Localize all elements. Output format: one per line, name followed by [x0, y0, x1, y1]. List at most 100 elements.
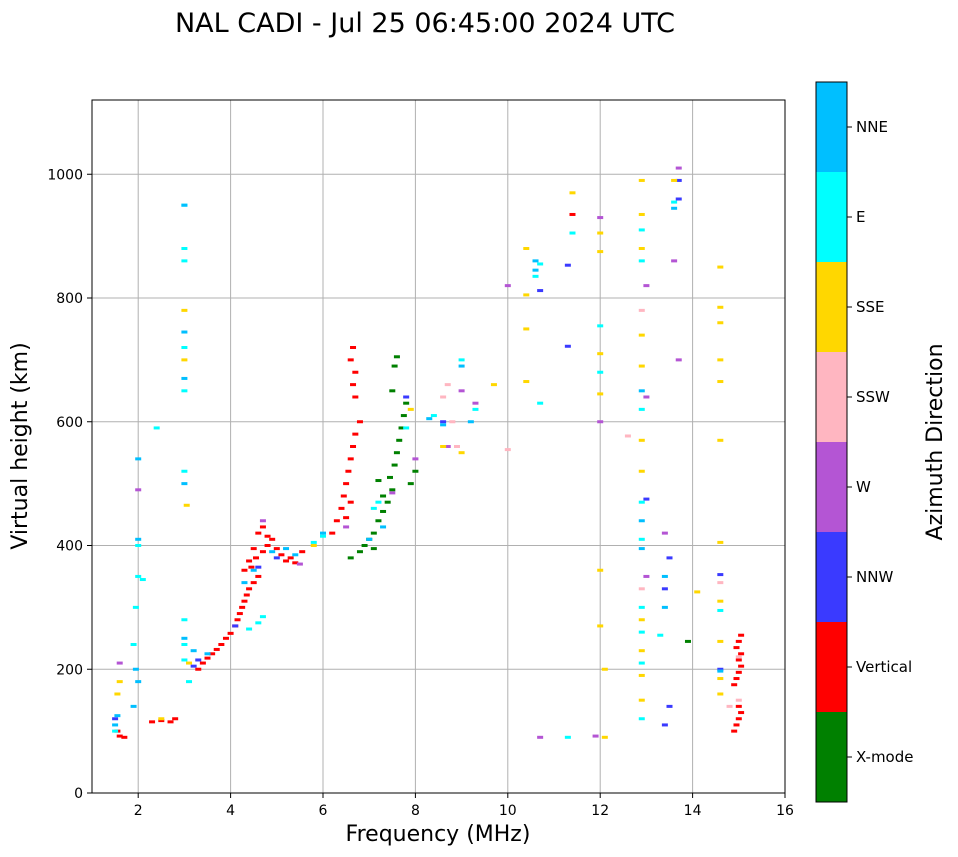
data-point [449, 420, 456, 424]
data-point [472, 401, 479, 405]
data-point [121, 735, 128, 739]
data-point [717, 358, 724, 362]
data-point [638, 407, 645, 411]
data-point [391, 364, 398, 368]
data-point [638, 364, 645, 368]
colorbar-label: E [856, 208, 865, 226]
grid [92, 100, 786, 794]
data-point [255, 531, 262, 535]
data-point [329, 531, 336, 535]
data-point [181, 308, 188, 312]
y-tick-label: 0 [74, 786, 83, 802]
data-point [400, 414, 407, 418]
data-point [735, 717, 742, 721]
colorbar-label: SSE [856, 298, 885, 316]
data-point [347, 556, 354, 560]
data-point [638, 212, 645, 216]
data-point [661, 574, 668, 578]
data-point [638, 587, 645, 591]
x-axis-label: Frequency (MHz) [346, 822, 531, 847]
data-point [370, 506, 377, 510]
data-point [638, 389, 645, 393]
data-point [347, 457, 354, 461]
data-point [181, 389, 188, 393]
data-point [135, 457, 142, 461]
data-point [181, 358, 188, 362]
data-point [269, 537, 276, 541]
colorbar-segment [816, 82, 847, 172]
data-point [350, 346, 357, 349]
data-point [666, 704, 673, 708]
colorbar-label: W [856, 478, 871, 496]
data-point [213, 647, 220, 651]
data-point [564, 263, 571, 267]
colorbar-segment [816, 712, 847, 802]
data-point [310, 540, 317, 544]
data-point [246, 587, 253, 591]
data-point [717, 265, 724, 269]
data-point [264, 534, 271, 538]
data-point [638, 228, 645, 232]
data-point [440, 420, 447, 424]
data-point [181, 618, 188, 622]
data-point [347, 500, 354, 504]
x-tick-label: 8 [411, 803, 420, 819]
x-tick-label: 14 [684, 803, 702, 819]
data-point [569, 212, 576, 216]
series-ssw [440, 308, 742, 708]
data-point [158, 719, 165, 723]
data-point [181, 247, 188, 250]
data-point [135, 537, 142, 541]
data-point [738, 652, 745, 656]
plot-frame [91, 99, 786, 794]
data-point [407, 482, 414, 486]
y-axis-ticks: 0 200 400 600 800 1000 [47, 167, 92, 802]
data-point [259, 525, 266, 529]
data-point [181, 636, 188, 640]
data-point [671, 200, 678, 204]
data-point [380, 509, 387, 513]
data-point [537, 289, 544, 293]
data-point [638, 259, 645, 263]
data-point [532, 259, 539, 263]
plot-background [92, 100, 785, 793]
colorbar-segment [816, 262, 847, 352]
data-point [181, 259, 188, 263]
data-point [370, 547, 377, 551]
data-point [370, 531, 377, 535]
data-point [375, 479, 382, 483]
data-point [366, 537, 373, 541]
data-point [717, 667, 724, 671]
data-point [283, 547, 290, 551]
data-point [296, 562, 303, 566]
data-point [139, 578, 146, 582]
data-point [130, 643, 137, 646]
data-point [717, 639, 724, 643]
data-point [269, 550, 276, 554]
series-x-mode [347, 355, 691, 643]
data-point [624, 434, 631, 438]
data-point [112, 729, 119, 733]
data-point [132, 667, 139, 671]
data-point [181, 658, 188, 662]
data-point [391, 463, 398, 467]
x-tick-label: 16 [776, 803, 794, 819]
data-point [638, 500, 645, 504]
data-point [592, 734, 599, 738]
data-point [675, 197, 682, 201]
data-point [234, 618, 241, 622]
data-point [181, 376, 188, 380]
data-point [638, 673, 645, 677]
data-point [186, 661, 193, 665]
data-point [444, 445, 451, 448]
data-point [638, 537, 645, 541]
series-nnw [112, 178, 724, 727]
data-point [569, 191, 576, 195]
data-point [250, 547, 257, 551]
colorbar-title: Azimuth Direction [923, 343, 948, 540]
data-point [523, 380, 530, 384]
data-point [287, 556, 294, 560]
data-point [453, 445, 460, 448]
data-point [490, 383, 497, 387]
data-point [199, 661, 206, 665]
